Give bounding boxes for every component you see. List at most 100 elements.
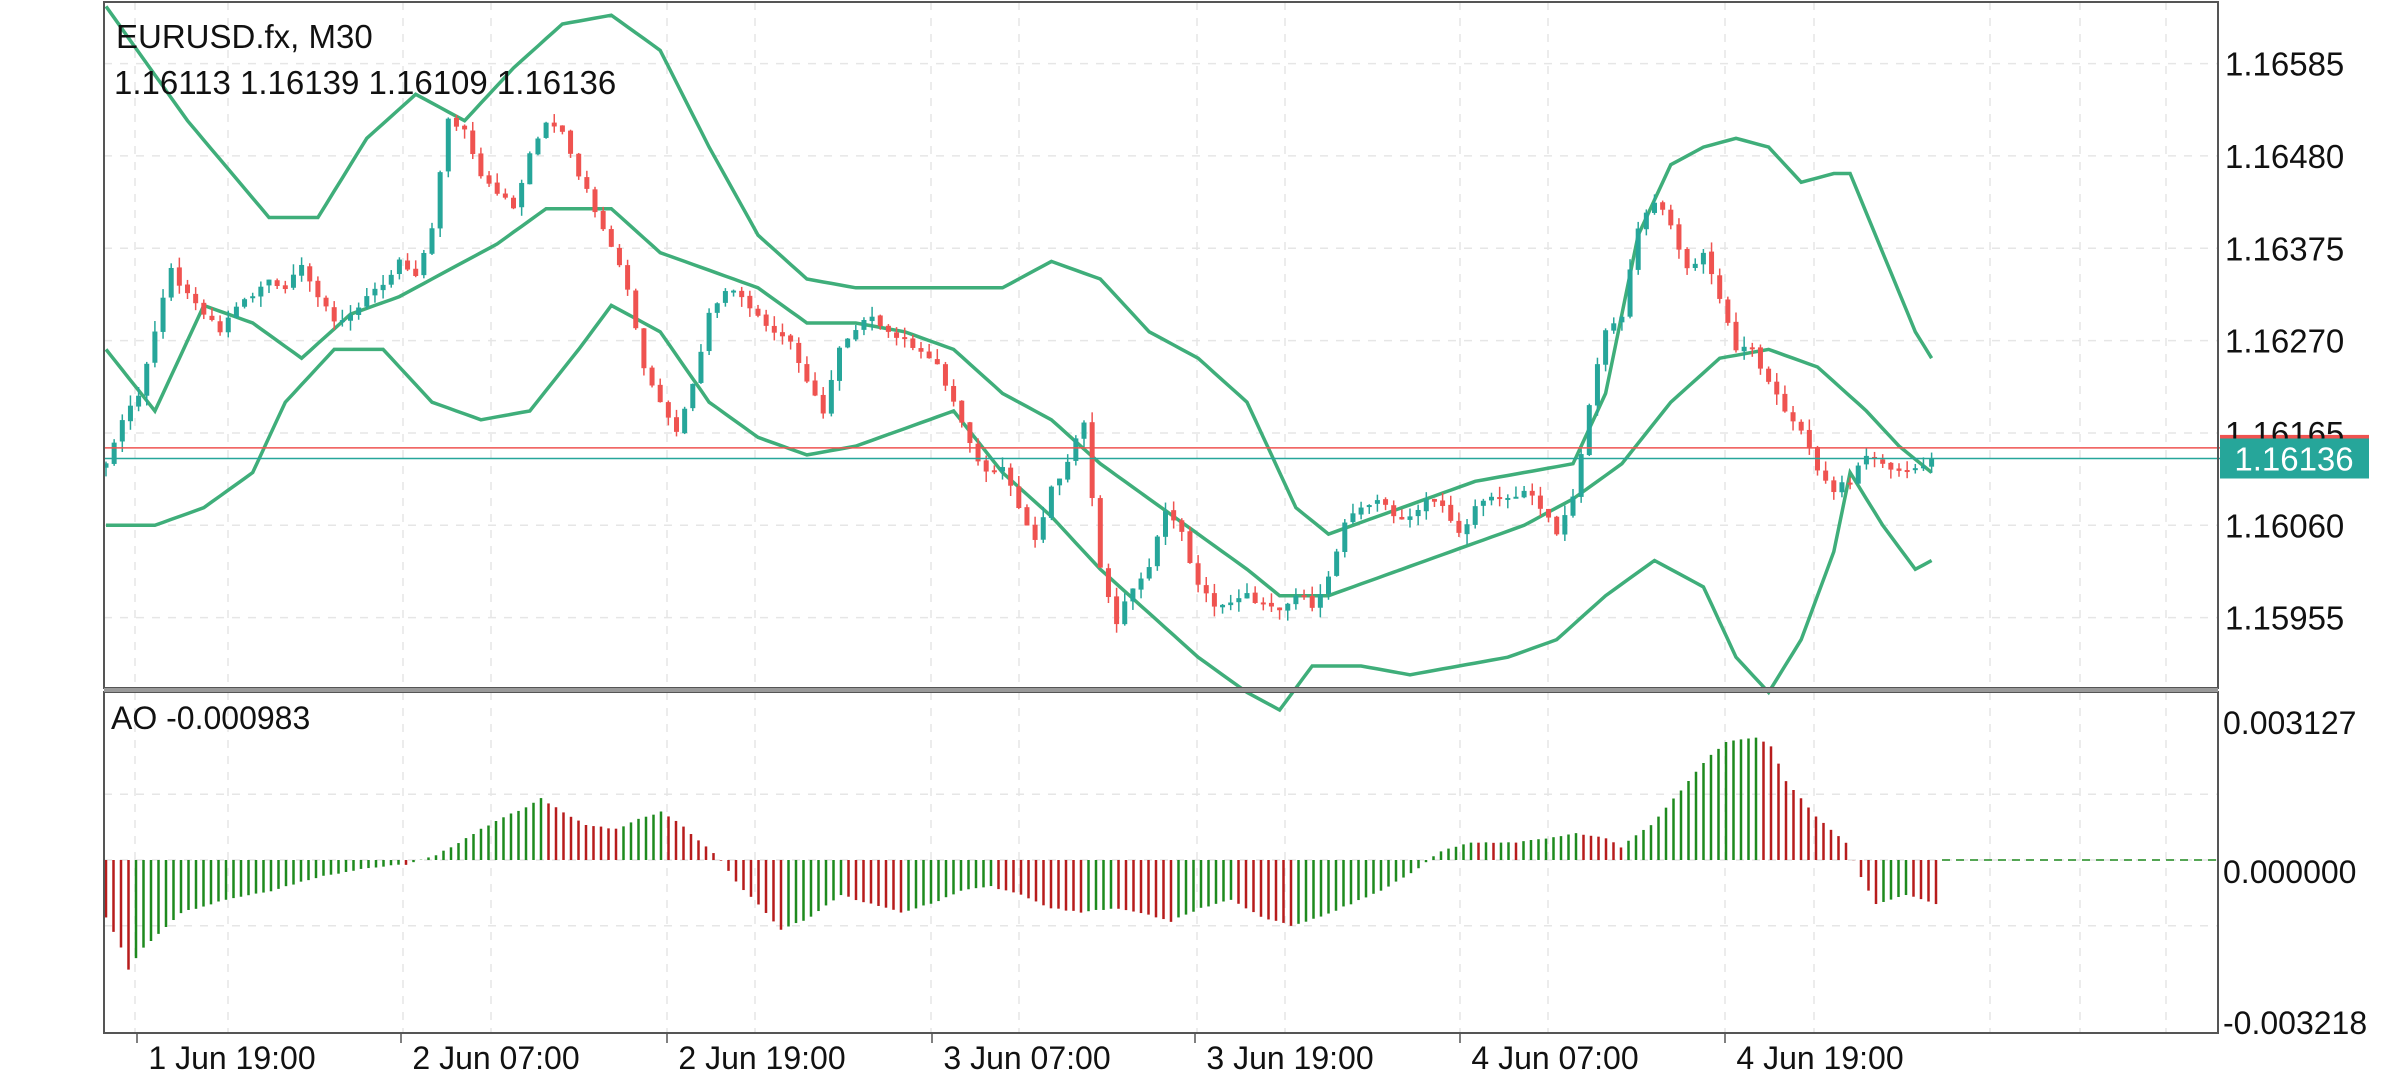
candle[interactable]	[1277, 607, 1283, 620]
candle[interactable]	[657, 378, 663, 403]
candle[interactable]	[282, 280, 288, 294]
candle[interactable]	[1774, 373, 1780, 405]
candle[interactable]	[1594, 357, 1600, 416]
candle[interactable]	[1236, 589, 1242, 612]
candle[interactable]	[1920, 457, 1926, 472]
candle[interactable]	[348, 305, 353, 331]
candle[interactable]	[1766, 366, 1772, 385]
candle[interactable]	[1790, 405, 1796, 431]
candle[interactable]	[1122, 593, 1128, 626]
candle[interactable]	[160, 289, 166, 339]
candle[interactable]	[152, 321, 158, 368]
candle[interactable]	[1700, 248, 1706, 274]
candle[interactable]	[299, 257, 305, 282]
candle[interactable]	[1513, 486, 1519, 499]
candle[interactable]	[1611, 317, 1617, 334]
candle[interactable]	[511, 195, 516, 210]
candle[interactable]	[1138, 572, 1144, 599]
candle[interactable]	[502, 188, 508, 200]
candle[interactable]	[453, 114, 459, 131]
candle[interactable]	[1815, 445, 1820, 476]
candle[interactable]	[1146, 558, 1152, 581]
candle[interactable]	[421, 249, 427, 279]
candle[interactable]	[1782, 385, 1788, 413]
candle[interactable]	[1480, 498, 1486, 517]
candle[interactable]	[1904, 461, 1910, 479]
candle[interactable]	[600, 206, 606, 231]
candle[interactable]	[233, 302, 239, 318]
candle[interactable]	[1163, 502, 1168, 546]
candle[interactable]	[649, 365, 655, 388]
candle[interactable]	[535, 136, 541, 156]
candle[interactable]	[706, 308, 712, 356]
candle[interactable]	[1105, 563, 1111, 604]
candle[interactable]	[690, 383, 696, 412]
candle[interactable]	[771, 316, 777, 341]
candle[interactable]	[1366, 504, 1372, 514]
candle[interactable]	[959, 400, 965, 428]
candle[interactable]	[551, 114, 557, 133]
candle[interactable]	[372, 282, 378, 303]
candle[interactable]	[1668, 204, 1674, 230]
candle[interactable]	[1603, 328, 1609, 372]
candle[interactable]	[1709, 242, 1715, 285]
candle[interactable]	[722, 288, 728, 307]
candle[interactable]	[747, 290, 753, 317]
candle[interactable]	[592, 186, 598, 218]
candle[interactable]	[837, 346, 842, 391]
candle[interactable]	[926, 343, 932, 359]
candle[interactable]	[527, 151, 533, 185]
candle[interactable]	[1872, 451, 1878, 468]
candle[interactable]	[1456, 512, 1462, 537]
candle[interactable]	[641, 328, 647, 376]
candle[interactable]	[902, 327, 908, 348]
candle[interactable]	[225, 310, 231, 338]
candle[interactable]	[1839, 475, 1845, 498]
candle[interactable]	[608, 225, 614, 248]
candle[interactable]	[1350, 503, 1356, 525]
candle[interactable]	[168, 263, 174, 301]
candle[interactable]	[698, 344, 704, 384]
candle[interactable]	[1619, 315, 1625, 331]
candle[interactable]	[1301, 589, 1307, 600]
candle[interactable]	[519, 179, 525, 216]
candle[interactable]	[796, 337, 802, 373]
candle[interactable]	[1048, 485, 1054, 521]
candle[interactable]	[1383, 497, 1389, 511]
candle[interactable]	[193, 287, 199, 311]
candle[interactable]	[665, 400, 671, 426]
candle[interactable]	[1448, 495, 1454, 523]
candle[interactable]	[763, 309, 769, 332]
candle[interactable]	[1171, 501, 1177, 529]
candle[interactable]	[804, 356, 810, 384]
candle[interactable]	[576, 152, 582, 180]
candle[interactable]	[1855, 462, 1861, 485]
candle[interactable]	[1211, 583, 1217, 617]
candle[interactable]	[820, 387, 826, 419]
candle[interactable]	[1806, 419, 1812, 455]
candle[interactable]	[1228, 594, 1234, 611]
candle[interactable]	[1073, 435, 1079, 466]
candle[interactable]	[1464, 519, 1470, 545]
candle[interactable]	[185, 279, 190, 300]
candle[interactable]	[877, 314, 883, 330]
candle[interactable]	[1431, 498, 1437, 507]
candle[interactable]	[176, 257, 182, 294]
candle[interactable]	[1326, 571, 1331, 600]
candle[interactable]	[991, 465, 997, 475]
candle[interactable]	[942, 361, 948, 391]
candle[interactable]	[1497, 486, 1503, 507]
candle[interactable]	[1309, 586, 1315, 612]
candle[interactable]	[388, 270, 394, 288]
candle[interactable]	[1130, 588, 1136, 610]
candle[interactable]	[103, 461, 109, 477]
candle[interactable]	[731, 289, 737, 297]
candle[interactable]	[1757, 344, 1763, 375]
candle[interactable]	[1016, 475, 1022, 510]
candle[interactable]	[136, 387, 142, 412]
candle[interactable]	[975, 438, 981, 466]
candle[interactable]	[1929, 452, 1935, 474]
candle[interactable]	[788, 333, 794, 350]
candle[interactable]	[290, 264, 296, 290]
candle[interactable]	[1187, 526, 1193, 564]
